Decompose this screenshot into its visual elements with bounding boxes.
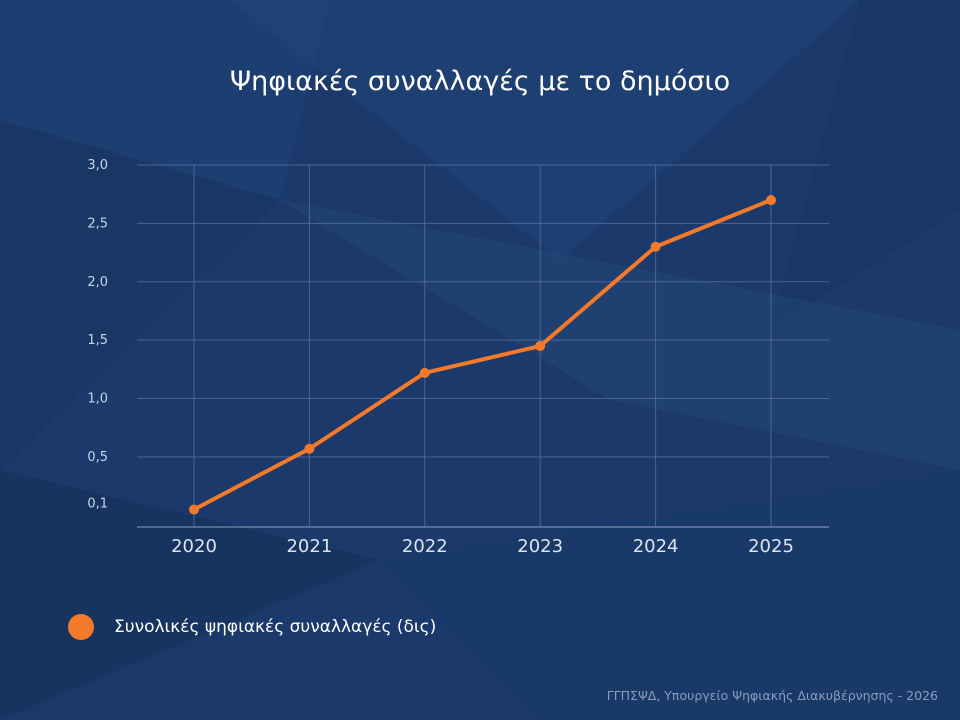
data-point: [419, 367, 430, 378]
y-tick-label: 2,0: [87, 275, 108, 290]
x-tick-label: 2023: [517, 536, 563, 557]
y-tick-label: 1,0: [87, 392, 108, 407]
x-tick-label: 2021: [286, 536, 332, 557]
data-point: [304, 443, 315, 454]
grid: [137, 164, 829, 527]
y-tick-label: 2,5: [87, 216, 108, 231]
legend-label: Συνολικές ψηφιακές συναλλαγές (δις): [114, 617, 437, 637]
series: [189, 195, 776, 515]
x-tick-label: 2020: [171, 536, 217, 557]
source-note: ΓΓΠΣΨΔ, Υπουργείο Ψηφιακής Διακυβέρνησης…: [606, 688, 938, 703]
chart-title: Ψηφιακές συναλλαγές με το δημόσιο: [229, 66, 731, 97]
y-tick-label: 0,1: [87, 497, 108, 512]
axes: 0,1 0,5 1,0 1,5 2,0 2,5 3,0 2020 2021 2022 2023 202…: [87, 158, 829, 557]
x-tick-label: 2024: [633, 536, 679, 557]
x-tick-label: 2025: [748, 536, 794, 557]
x-tick-label: 2022: [402, 536, 448, 557]
data-point: [535, 341, 546, 351]
data-point: [650, 241, 661, 252]
legend: Συνολικές ψηφιακές συναλλαγές (δις): [68, 614, 436, 640]
legend-marker: [68, 614, 94, 640]
data-point: [766, 195, 776, 206]
data-point: [189, 504, 199, 515]
y-tick-label: 3,0: [87, 158, 108, 173]
series-line: [192, 198, 773, 512]
y-tick-label: 0,5: [87, 450, 108, 465]
y-tick-label: 1,5: [87, 333, 108, 348]
